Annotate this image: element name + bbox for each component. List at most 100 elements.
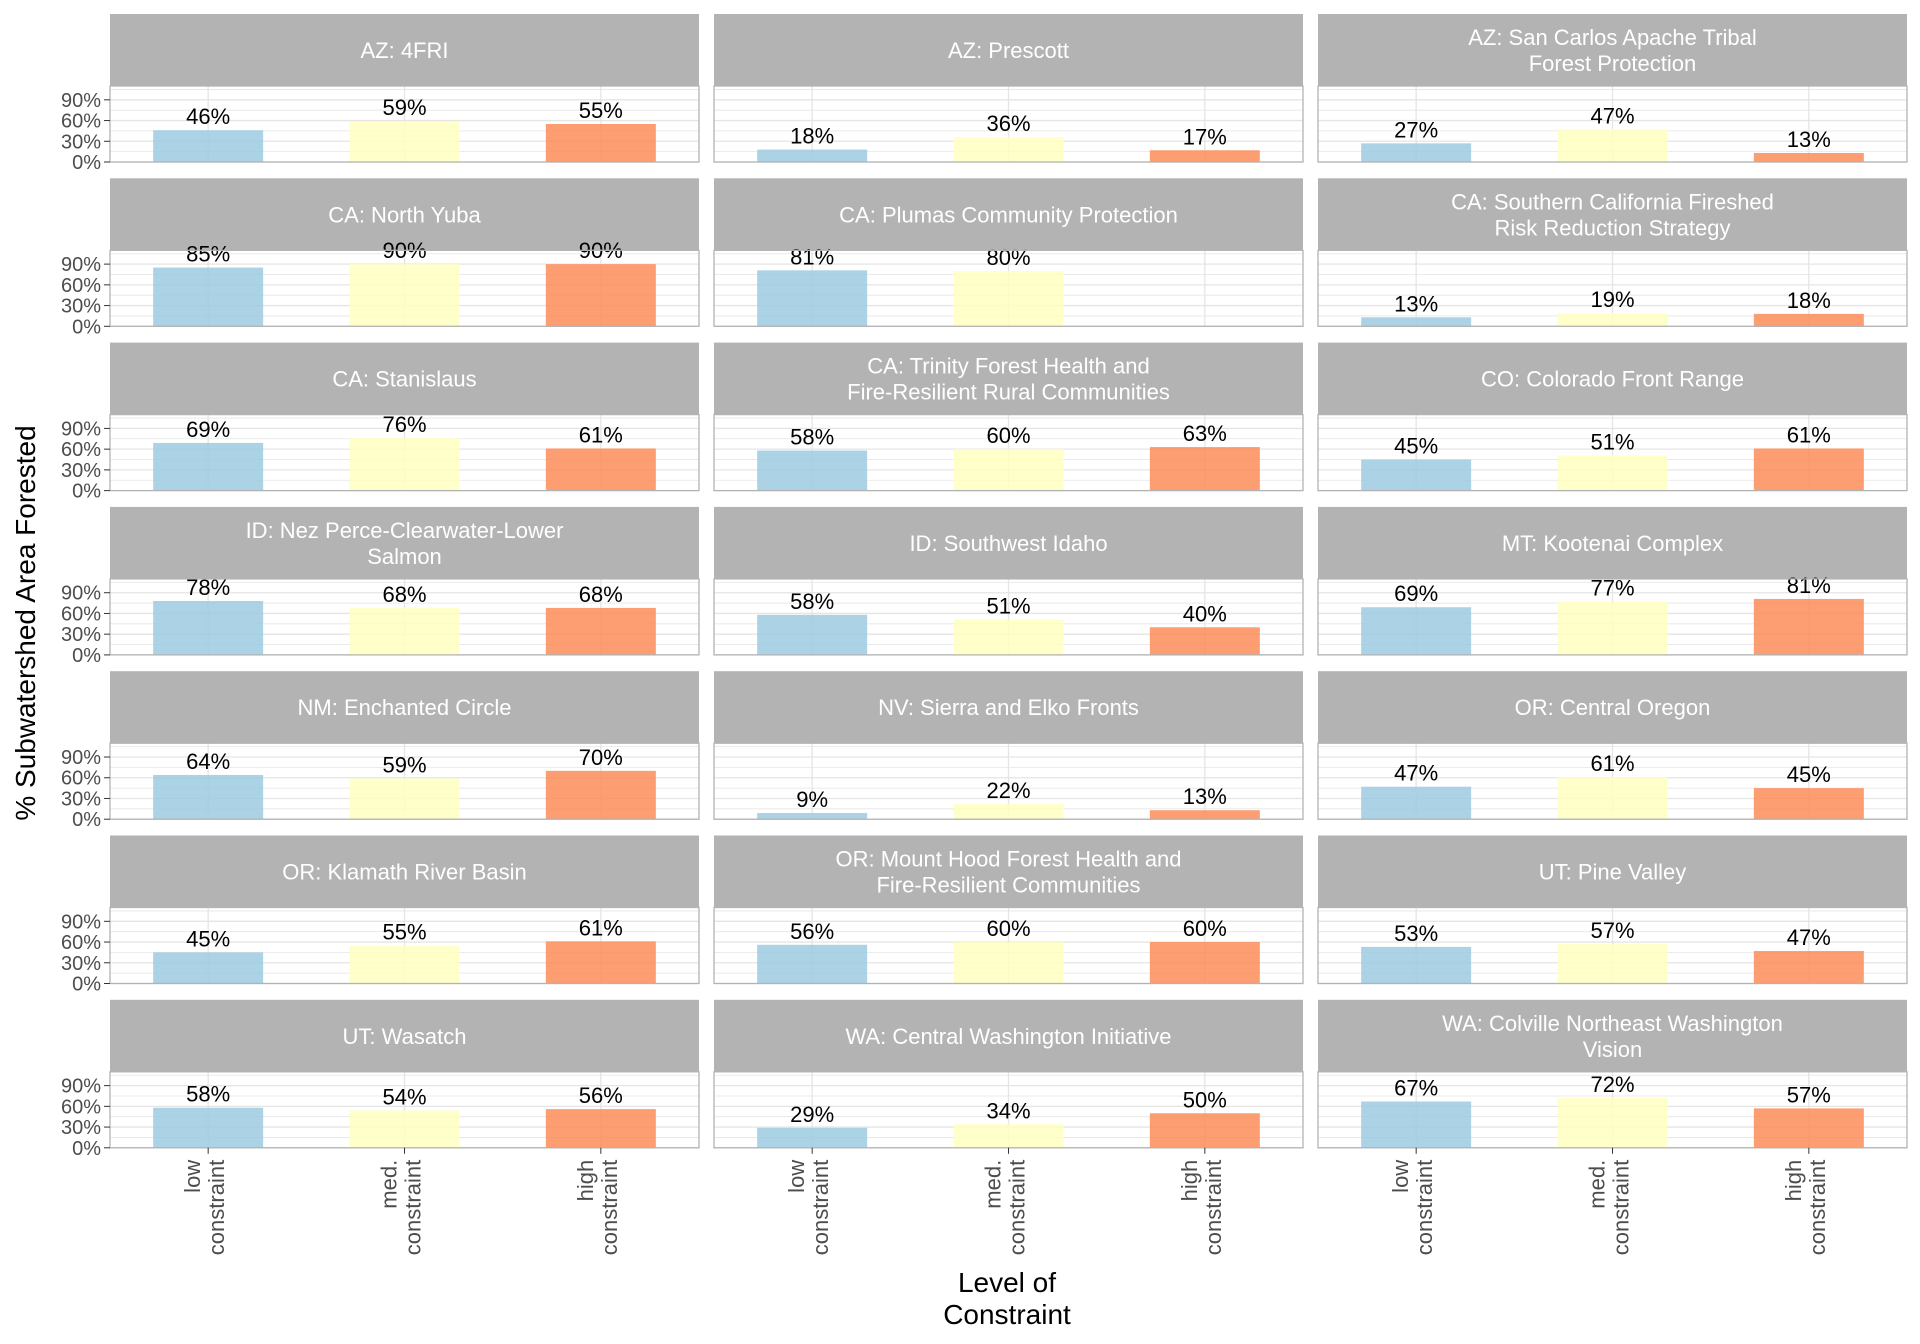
bar-med: [953, 137, 1064, 162]
panel-border: [109, 249, 700, 327]
data-label: 51%: [1590, 429, 1634, 454]
data-label: 13%: [1394, 291, 1438, 316]
facet-strip: [714, 835, 1303, 908]
panel-border: [713, 249, 1304, 327]
y-tick-label: 90%: [61, 90, 101, 112]
y-tick-label: 30%: [61, 460, 101, 482]
y-tick-label: 30%: [61, 624, 101, 646]
data-label: 81%: [1787, 573, 1831, 598]
data-label: 59%: [382, 95, 426, 120]
data-label: 9%: [796, 787, 828, 812]
facet-title: Salmon: [367, 544, 442, 569]
x-axis-tick-labels: lowconstraint med.constraint highconstrain…: [180, 1147, 1830, 1255]
bar-med: [349, 1110, 460, 1148]
panel-border: [1317, 85, 1908, 163]
x-tick-label-line: med.: [377, 1160, 402, 1209]
facet-strip: [714, 14, 1303, 86]
bar-med: [1557, 944, 1668, 984]
x-tick-label-line: constraint: [1005, 1160, 1030, 1255]
facet-panel: CO: Colorado Front Range 45% 51% 61%: [1317, 342, 1908, 492]
data-label: 45%: [186, 926, 230, 951]
data-label: 68%: [382, 582, 426, 607]
facet-strip: [110, 506, 699, 579]
facet-title: Vision: [1583, 1037, 1643, 1062]
y-tick-label: 60%: [61, 932, 101, 954]
bar-high: [545, 607, 656, 655]
y-tick-label: 30%: [61, 788, 101, 810]
data-label: 22%: [986, 778, 1030, 803]
y-tick-label: 90%: [61, 1076, 101, 1098]
bar-low: [757, 149, 868, 162]
data-label: 58%: [790, 425, 834, 450]
y-tick-label: 0%: [72, 1138, 101, 1160]
bar-high: [1753, 153, 1864, 162]
facet-strip: [1318, 671, 1907, 744]
bar-med: [349, 121, 460, 162]
x-tick-label: lowconstraint: [180, 1160, 229, 1255]
y-tick-label: 60%: [61, 439, 101, 461]
panel-border: [1317, 249, 1908, 327]
bar-low: [153, 1107, 264, 1148]
x-tick-label-line: constraint: [1412, 1160, 1437, 1255]
data-label: 58%: [186, 1082, 230, 1107]
bar-med: [1557, 601, 1668, 655]
facet-title: CA: North Yuba: [328, 202, 481, 227]
facet-panel: OR: Central Oregon 47% 61% 45%: [1317, 671, 1908, 820]
data-label: 77%: [1590, 576, 1634, 601]
bar-high: [1149, 447, 1260, 491]
bar-high: [545, 1109, 656, 1148]
data-label: 34%: [986, 1098, 1030, 1123]
data-label: 36%: [986, 111, 1030, 136]
facet-title: WA: Central Washington Initiative: [845, 1024, 1171, 1049]
y-tick-label: 60%: [61, 111, 101, 133]
bar-high: [1753, 1108, 1864, 1148]
bar-med: [953, 449, 1064, 491]
data-label: 69%: [1394, 581, 1438, 606]
facet-panel: WA: Central Washington Initiative 29% 34% 5…: [713, 999, 1304, 1149]
x-tick-label: med.constraint: [1585, 1160, 1634, 1255]
bar-med: [953, 942, 1064, 984]
bar-high: [1149, 1113, 1260, 1148]
panel-border: [109, 742, 700, 820]
bar-low: [1361, 317, 1472, 327]
facet-title: WA: Colville Northeast Washington: [1442, 1011, 1783, 1036]
facet-panel: OR: Klamath River Basin 45% 55% 61% 0%30%60%…: [61, 835, 700, 996]
x-tick-label: med.constraint: [377, 1160, 426, 1255]
facet-panel: ID: Southwest Idaho 58% 51% 40%: [713, 506, 1304, 656]
x-tick-label-line: low: [180, 1160, 205, 1193]
bar-med: [349, 438, 460, 491]
y-tick-label: 30%: [61, 1117, 101, 1139]
facet-title: UT: Pine Valley: [1539, 860, 1687, 885]
data-label: 18%: [790, 124, 834, 149]
panel-border: [713, 85, 1304, 163]
bar-high: [545, 448, 656, 491]
bar-med: [1557, 129, 1668, 162]
data-label: 45%: [1394, 434, 1438, 459]
facet-strip: [714, 671, 1303, 744]
bar-low: [153, 130, 264, 162]
data-label: 53%: [1394, 921, 1438, 946]
y-axis-title: % Subwatershed Area Forested: [10, 425, 41, 820]
facet-title: AZ: 4FRI: [360, 38, 448, 63]
facet-title: CO: Colorado Front Range: [1481, 367, 1744, 392]
facet-title: CA: Stanislaus: [332, 367, 476, 392]
facet-panel: MT: Kootenai Complex 69% 77% 81%: [1317, 506, 1908, 656]
bar-low: [153, 774, 264, 820]
data-label: 61%: [579, 422, 623, 447]
facet-strip: [110, 14, 699, 86]
data-label: 54%: [382, 1084, 426, 1109]
x-axis-title-line: Level of: [958, 1267, 1056, 1298]
facet-strip: [1318, 178, 1907, 251]
bar-low: [1361, 607, 1472, 655]
facet-title: CA: Southern California Fireshed: [1451, 189, 1774, 214]
x-tick-label-line: low: [784, 1160, 809, 1193]
bar-high: [545, 941, 656, 984]
bar-med: [1557, 777, 1668, 820]
facet-panel: UT: Wasatch 58% 54% 56% 0%30%60%90%: [61, 999, 700, 1160]
y-tick-label: 60%: [61, 1096, 101, 1118]
x-tick-label: highconstraint: [1177, 1160, 1226, 1255]
x-axis-title: Level of Constraint: [943, 1267, 1071, 1330]
data-label: 47%: [1394, 761, 1438, 786]
